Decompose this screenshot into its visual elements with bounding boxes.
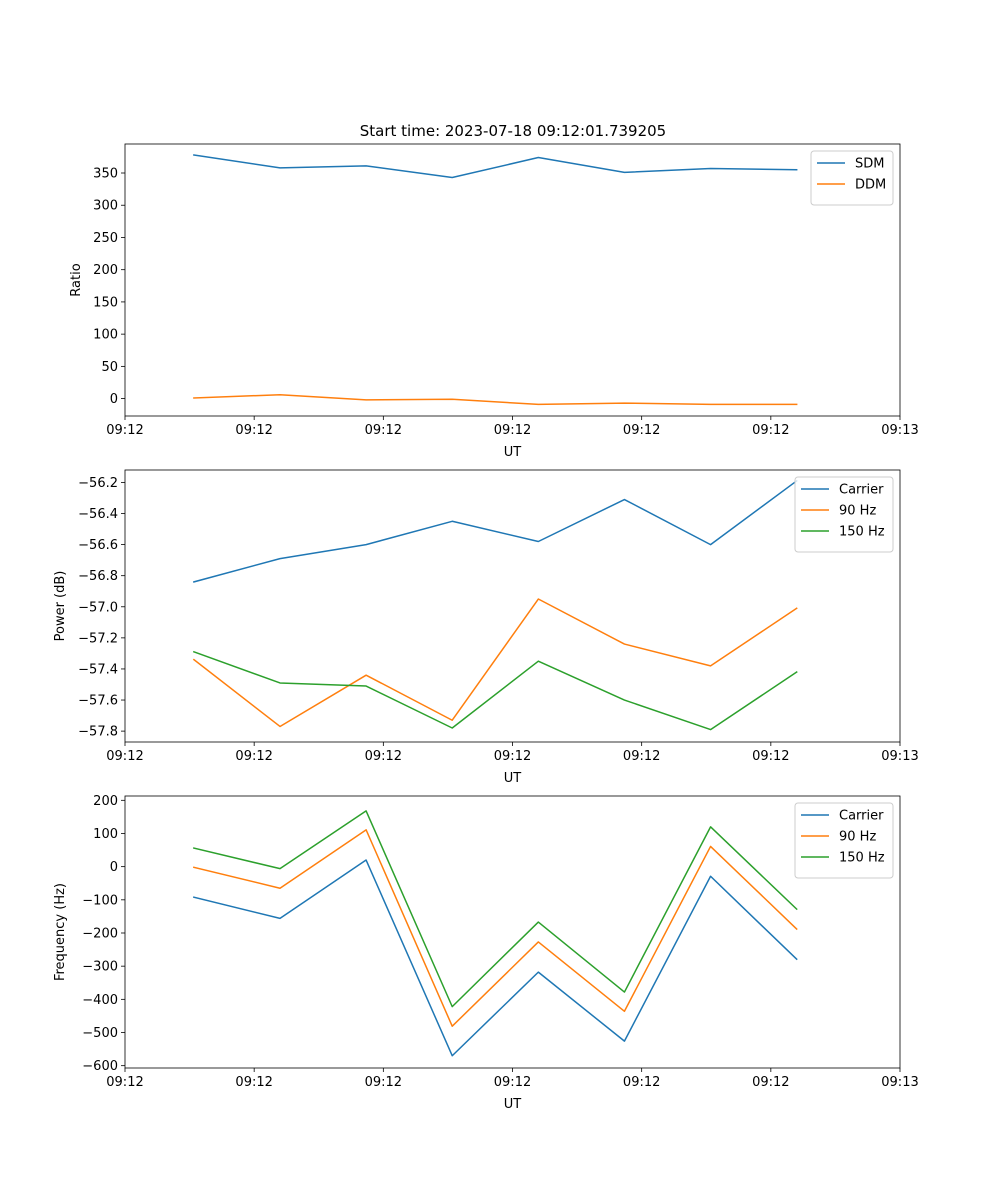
legend: SDM DDM bbox=[810, 150, 894, 206]
series-line-150-hz bbox=[192, 810, 798, 1008]
series-line-150-hz bbox=[192, 650, 798, 731]
legend-label: 150 Hz bbox=[839, 851, 885, 866]
series-line-90-hz bbox=[192, 598, 798, 728]
chart-frequency: 09:12 09:12 09:12 09:12 09:12 09:12 09:13 −600 −… bbox=[53, 794, 919, 1112]
series-line-carrier bbox=[192, 859, 798, 1057]
legend-box bbox=[794, 476, 894, 553]
subplots: 09:12 09:12 09:12 09:12 09:12 09:12 09:13 0 50 10… bbox=[53, 143, 919, 1112]
y-tick-label: −500 bbox=[82, 1026, 118, 1041]
y-tick-label: 300 bbox=[93, 199, 118, 214]
x-tick-label: 09:13 bbox=[881, 749, 918, 764]
y-tick-label: −57.2 bbox=[78, 631, 118, 646]
x-tick-label: 09:12 bbox=[623, 423, 660, 438]
y-tick-label: 0 bbox=[110, 392, 118, 407]
y-tick-label: 100 bbox=[93, 827, 118, 842]
y-tick-label: 350 bbox=[93, 167, 118, 182]
plot-area-ratio bbox=[125, 144, 900, 416]
y-tick-label: −57.6 bbox=[78, 694, 118, 709]
x-tick-label: 09:12 bbox=[235, 1075, 272, 1090]
y-tick-label: −600 bbox=[82, 1059, 118, 1074]
x-tick-label: 09:12 bbox=[623, 1075, 660, 1090]
y-tick-label: −56.8 bbox=[78, 569, 118, 584]
x-tick-label: 09:13 bbox=[881, 1075, 918, 1090]
y-tick-label: −56.6 bbox=[78, 538, 118, 553]
y-tick-label: 200 bbox=[93, 794, 118, 809]
x-tick-label: 09:13 bbox=[881, 423, 918, 438]
y-tick-label: 100 bbox=[93, 328, 118, 343]
x-tick-label: 09:12 bbox=[752, 423, 789, 438]
chart-power: 09:12 09:12 09:12 09:12 09:12 09:12 09:13 −57.8… bbox=[53, 469, 919, 786]
y-tick-label: −300 bbox=[82, 960, 118, 975]
y-tick-label: −200 bbox=[82, 926, 118, 941]
legend-label: SDM bbox=[855, 157, 884, 172]
series-line-sdm bbox=[193, 154, 798, 179]
y-tick-label: 50 bbox=[101, 360, 118, 375]
y-tick-label: 250 bbox=[93, 231, 118, 246]
x-tick-label: 09:12 bbox=[106, 1075, 143, 1090]
x-axis-label: UT bbox=[504, 445, 522, 460]
x-axis-label: UT bbox=[504, 771, 522, 786]
plot-area-frequency bbox=[125, 796, 900, 1068]
legend: Carrier 90 Hz 150 Hz bbox=[794, 476, 894, 553]
y-axis-label: Ratio bbox=[69, 263, 84, 296]
y-tick-label: −57.4 bbox=[78, 662, 118, 677]
legend-box bbox=[810, 150, 894, 206]
legend-label: Carrier bbox=[839, 809, 884, 824]
y-tick-label: −100 bbox=[82, 893, 118, 908]
legend-box bbox=[794, 802, 894, 879]
x-tick-label: 09:12 bbox=[365, 1075, 402, 1090]
legend-label: 90 Hz bbox=[839, 830, 876, 845]
y-tick-label: −57.8 bbox=[78, 725, 118, 740]
x-tick-label: 09:12 bbox=[235, 749, 272, 764]
x-tick-label: 09:12 bbox=[106, 749, 143, 764]
series-line-ddm bbox=[193, 393, 798, 406]
series-line-90-hz bbox=[192, 829, 798, 1027]
y-tick-label: −400 bbox=[82, 993, 118, 1008]
y-tick-label: −57.0 bbox=[78, 600, 118, 615]
legend-label: 90 Hz bbox=[839, 504, 876, 519]
x-axis-label: UT bbox=[504, 1097, 522, 1112]
y-tick-label: −56.4 bbox=[78, 507, 118, 522]
series-line-carrier bbox=[192, 479, 798, 583]
x-tick-label: 09:12 bbox=[106, 423, 143, 438]
legend-label: Carrier bbox=[839, 483, 884, 498]
y-axis-label: Frequency (Hz) bbox=[53, 883, 68, 981]
y-tick-label: 200 bbox=[93, 263, 118, 278]
chart-ratio: 09:12 09:12 09:12 09:12 09:12 09:12 09:13 0 50 10… bbox=[69, 143, 919, 460]
legend: Carrier 90 Hz 150 Hz bbox=[794, 802, 894, 879]
x-tick-label: 09:12 bbox=[235, 423, 272, 438]
x-tick-label: 09:12 bbox=[623, 749, 660, 764]
x-tick-label: 09:12 bbox=[752, 749, 789, 764]
x-tick-label: 09:12 bbox=[365, 749, 402, 764]
y-tick-label: 0 bbox=[110, 860, 118, 875]
plot-area-power bbox=[125, 470, 900, 742]
y-axis-label: Power (dB) bbox=[53, 571, 68, 642]
x-tick-label: 09:12 bbox=[494, 423, 531, 438]
y-tick-label: −56.2 bbox=[78, 476, 118, 491]
x-tick-label: 09:12 bbox=[494, 1075, 531, 1090]
legend-label: DDM bbox=[855, 178, 886, 193]
x-tick-label: 09:12 bbox=[752, 1075, 789, 1090]
figure-title: Start time: 2023-07-18 09:12:01.739205 bbox=[360, 122, 666, 140]
x-tick-label: 09:12 bbox=[494, 749, 531, 764]
x-tick-label: 09:12 bbox=[365, 423, 402, 438]
y-tick-label: 150 bbox=[93, 295, 118, 310]
legend-label: 150 Hz bbox=[839, 525, 885, 540]
